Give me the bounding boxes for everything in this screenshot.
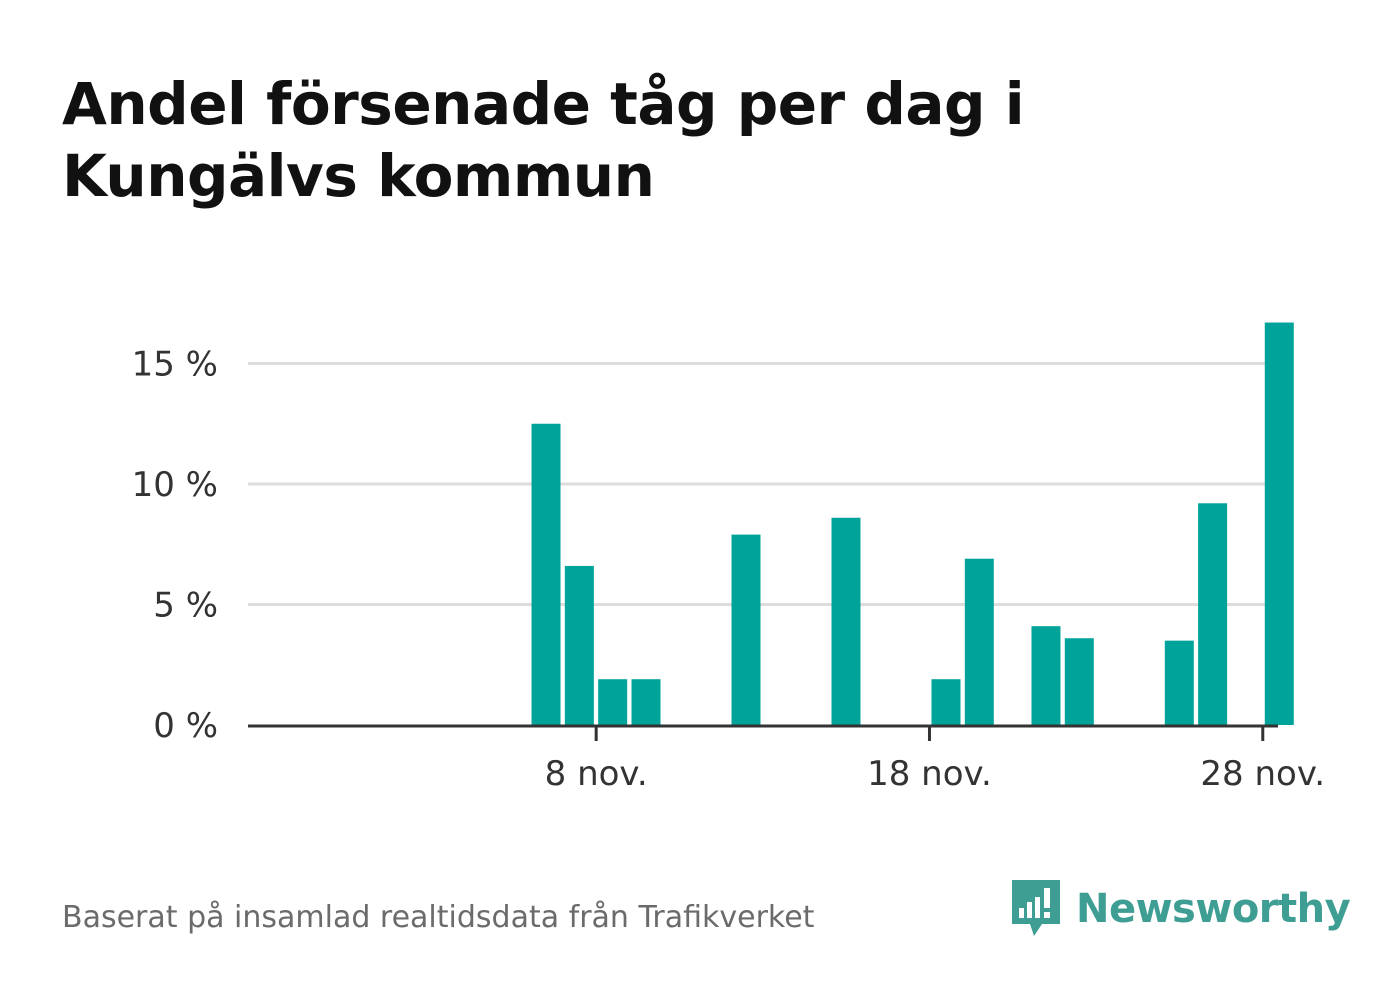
axes	[248, 724, 1278, 741]
tick-labels: 0 % 5 % 10 % 15 % 8 nov. 18 nov. 28 nov.	[132, 345, 1326, 795]
gridlines	[248, 362, 1276, 606]
bar	[1164, 640, 1194, 725]
y-tick-label: 15 %	[132, 345, 218, 385]
x-tick-label: 28 nov.	[1200, 754, 1325, 794]
bar	[831, 517, 861, 725]
x-tick-label: 8 nov.	[545, 754, 648, 794]
bar	[931, 679, 961, 725]
bar	[1064, 638, 1094, 725]
brand-name: Newsworthy	[1076, 886, 1351, 932]
bar	[964, 558, 994, 725]
bar	[598, 679, 628, 725]
source-note: Baserat på insamlad realtidsdata från Tr…	[62, 900, 815, 935]
bar	[731, 534, 761, 725]
bar	[631, 679, 661, 725]
bar	[1031, 626, 1061, 725]
y-tick-label: 10 %	[132, 465, 218, 505]
y-tick-label: 0 %	[153, 706, 218, 746]
newsworthy-logo-icon	[1012, 880, 1060, 936]
bar	[531, 423, 561, 725]
y-tick-label: 5 %	[153, 586, 218, 626]
chart-title: Andel försenade tåg per dag i Kungälvs k…	[62, 70, 1025, 210]
newsworthy-logo: Newsworthy	[1010, 878, 1351, 940]
bars	[531, 322, 1294, 725]
bar-chart: 0 % 5 % 10 % 15 % 8 nov. 18 nov. 28 nov.	[132, 322, 1326, 795]
bar	[564, 565, 594, 725]
bar	[1264, 322, 1294, 725]
x-tick-label: 18 nov.	[867, 754, 992, 794]
bar	[1198, 503, 1228, 725]
